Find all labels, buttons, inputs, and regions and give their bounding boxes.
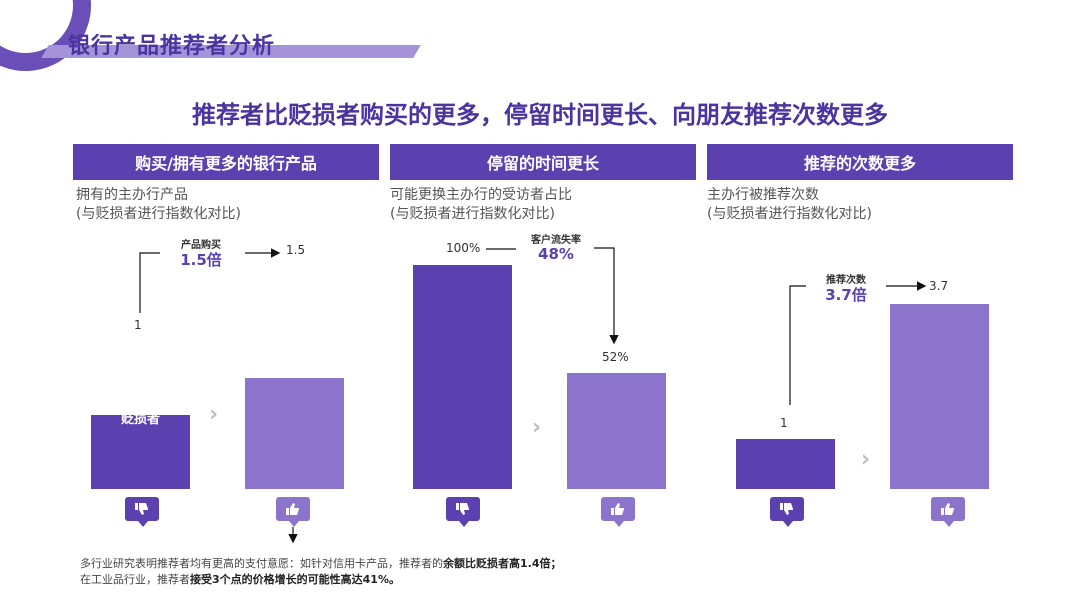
panel-3-subtitle: 主办行被推荐次数 (与贬损者进行指数化对比)	[707, 186, 872, 224]
chevron-right-icon: ›	[861, 447, 871, 472]
panel-3-bar-detractor	[736, 439, 835, 489]
panel-2-value-1: 100%	[446, 241, 481, 255]
panel-1-value-2: 1.5	[286, 243, 306, 257]
panel-1-connector	[139, 252, 160, 313]
panel-2-subtitle: 可能更换主办行的受访者占比 (与贬损者进行指数化对比)	[390, 186, 572, 224]
footnote-line-2-emphasis: 接受3个点的价格增长的可能性高达41%。	[190, 573, 400, 586]
footnote: 多行业研究表明推荐者均有更高的支付意愿：如针对信用卡产品，推荐者的余额比贬损者高…	[80, 556, 562, 588]
panel-1-subtitle: 拥有的主办行产品 (与贬损者进行指数化对比)	[76, 186, 241, 224]
footnote-line-1-emphasis: 余额比贬损者高1.4倍；	[443, 557, 562, 570]
panel-2-header: 停留的时间更长	[390, 144, 696, 180]
footnote-line-2: 在工业品行业，推荐者接受3个点的价格增长的可能性高达41%。	[80, 572, 562, 588]
panel-1-subtitle-line1: 拥有的主办行产品	[76, 187, 188, 203]
panel-3-connector	[789, 285, 806, 405]
panel-1-callout-value: 1.5倍	[180, 251, 222, 269]
panel-1-bar-detractor	[91, 415, 190, 489]
panel-3-value-1: 1	[780, 416, 788, 430]
panel-1-callout-label: 产品购买	[181, 240, 221, 251]
chevron-right-icon: ›	[532, 415, 542, 440]
panel-2-callout-value: 48%	[538, 245, 574, 263]
panel-3-bar-promoter	[890, 304, 989, 489]
panel-3-subtitle-line1: 主办行被推荐次数	[707, 187, 819, 203]
headline: 推荐者比贬损者购买的更多，停留时间更长、向朋友推荐次数更多	[192, 101, 888, 129]
panel-2-subtitle-line1: 可能更换主办行的受访者占比	[390, 187, 572, 203]
chevron-right-icon: ›	[209, 402, 219, 427]
panel-1-value-1: 1	[134, 318, 142, 332]
thumbs-up-icon	[931, 497, 965, 527]
panel-1-bar-promoter-label: 推荐者	[274, 351, 314, 366]
thumbs-up-icon	[601, 497, 635, 527]
panel-3-callout-label: 推荐次数	[826, 275, 866, 286]
footnote-line-1: 多行业研究表明推荐者均有更高的支付意愿：如针对信用卡产品，推荐者的余额比贬损者高…	[80, 556, 562, 572]
panel-2-bar-detractor	[413, 265, 512, 489]
panel-3-subtitle-line2: (与贬损者进行指数化对比)	[707, 206, 872, 222]
panel-2-bar-promoter	[567, 372, 666, 489]
panel-2-arrow	[594, 247, 619, 345]
thumbs-up-icon	[276, 497, 310, 527]
page-title: 银行产品推荐者分析	[68, 34, 276, 59]
panel-3-callout-value: 3.7倍	[825, 286, 867, 304]
footnote-line-1-text: 多行业研究表明推荐者均有更高的支付意愿：如针对信用卡产品，推荐者的	[80, 557, 443, 570]
thumbs-down-icon	[770, 497, 804, 527]
panel-3-value-2: 3.7	[929, 279, 949, 293]
footnote-line-2-text: 在工业品行业，推荐者	[80, 573, 190, 586]
panel-2-callout-label: 客户流失率	[531, 235, 581, 246]
panel-1-subtitle-line2: (与贬损者进行指数化对比)	[76, 206, 241, 222]
panel-2-subtitle-line2: (与贬损者进行指数化对比)	[390, 206, 555, 222]
thumbs-down-icon	[125, 497, 159, 527]
thumbs-down-icon	[446, 497, 480, 527]
panel-3-header: 推荐的次数更多	[707, 144, 1013, 180]
panel-1-header: 购买/拥有更多的银行产品	[73, 144, 379, 180]
panel-1-bar-detractor-label: 贬损者	[120, 412, 160, 427]
panel-2-value-2: 52%	[602, 350, 629, 364]
panel-1-bar-promoter	[245, 378, 344, 489]
